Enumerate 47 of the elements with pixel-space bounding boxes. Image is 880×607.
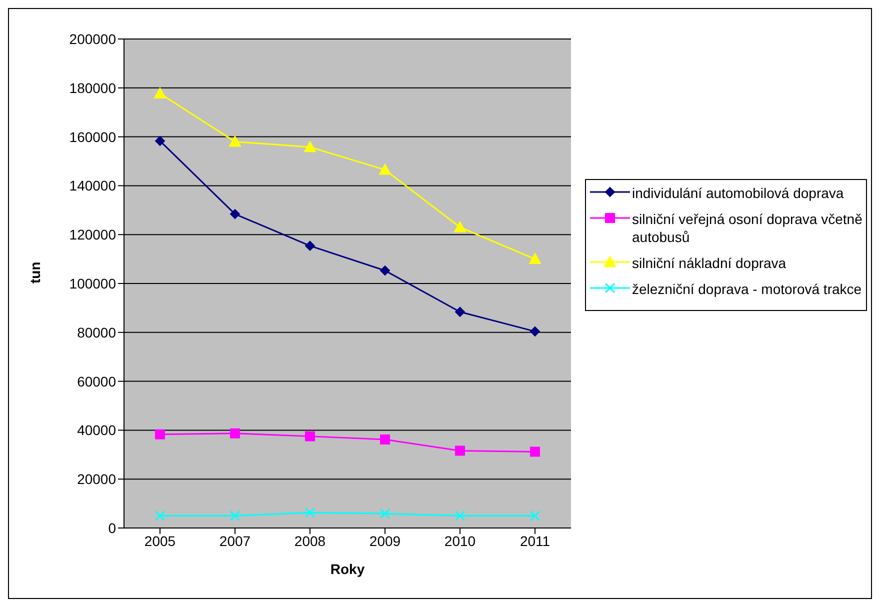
y-tick-label: 180000 [69,80,116,96]
y-tick-label: 140000 [69,178,116,194]
point [529,253,541,264]
point [154,510,166,522]
point [154,88,166,99]
y-tick-label: 100000 [69,275,116,292]
y-tick-label: 40000 [77,422,116,438]
point [304,141,316,152]
point [380,266,390,276]
point [530,326,540,336]
point [454,510,466,522]
x-tick-label: 2011 [520,532,550,549]
point [530,446,540,457]
x-tick-label: 2005 [144,532,176,549]
point [230,209,240,220]
x-tick-label: 2009 [369,532,401,549]
point [455,446,465,456]
y-tick-label: 80000 [77,324,116,340]
y-tick-label: 120000 [69,226,116,243]
y-tick-label: 200000 [69,30,116,47]
point [380,434,390,444]
point [304,507,316,518]
point [305,240,315,251]
point [155,136,165,146]
y-axis-title: tun [26,262,43,284]
legend-label: železniční doprava - motorová trakce [632,280,862,298]
x-axis-title: Roky [330,561,365,577]
point [530,510,540,522]
point [379,164,391,175]
y-tick-label: 60000 [77,373,116,390]
point [155,429,165,440]
x-tick-label: 2007 [219,532,251,549]
y-tick-label: 160000 [69,128,116,145]
point [305,431,315,442]
y-tick-label: 0 [108,520,116,536]
y-tick-label: 20000 [77,471,116,488]
point [229,136,241,147]
point [454,221,466,232]
point [230,428,240,438]
point [380,508,390,519]
legend-label: silniční nákladní doprava [632,254,786,272]
x-tick-label: 2010 [444,532,476,549]
point [230,510,240,522]
point [455,306,465,317]
legend-label: silniční veřejná osoní doprava včetně autobusů [632,210,864,246]
x-tick-label: 2008 [294,532,326,549]
legend-label: individulání automobilová doprava [632,184,844,202]
